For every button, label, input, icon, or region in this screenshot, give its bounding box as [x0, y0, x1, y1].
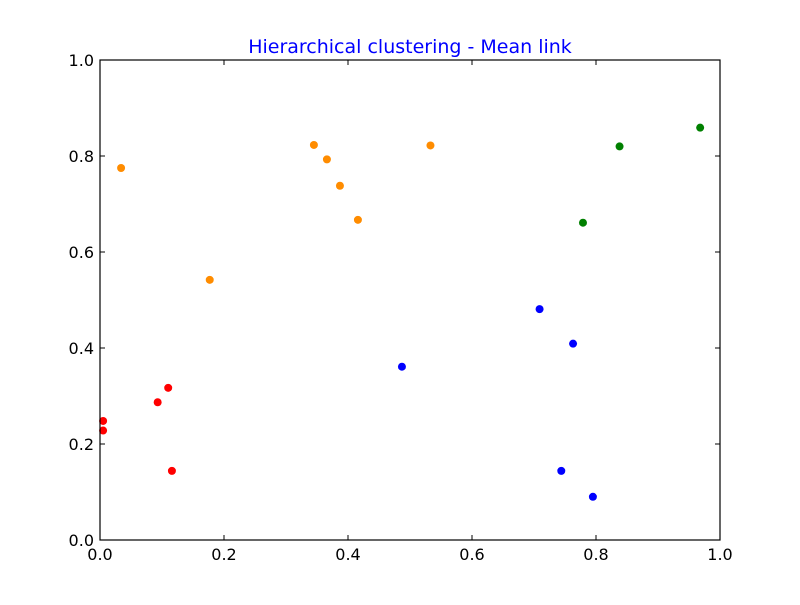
scatter-point [578, 218, 587, 227]
scatter-point [426, 141, 435, 150]
scatter-point [557, 466, 566, 475]
scatter-point [615, 142, 624, 151]
y-tick-label: 1.0 [69, 51, 94, 70]
scatter-point [569, 339, 578, 348]
plot-area [100, 60, 720, 540]
plot-frame [99, 59, 721, 541]
x-tick-label: 0.8 [583, 545, 608, 564]
x-tick-label: 0.2 [211, 545, 236, 564]
scatter-point [696, 123, 705, 132]
y-tick-label: 0.0 [69, 531, 94, 550]
scatter-point [309, 140, 318, 149]
scatter-point [322, 155, 331, 164]
scatter-point [164, 383, 173, 392]
y-tick-label: 0.2 [69, 435, 94, 454]
y-tick-label: 0.4 [69, 339, 94, 358]
y-tick-label: 0.6 [69, 243, 94, 262]
scatter-point [335, 181, 344, 190]
scatter-point [397, 362, 406, 371]
scatter-point [353, 215, 362, 224]
scatter-point [535, 305, 544, 314]
x-tick-label: 0.6 [459, 545, 484, 564]
y-tick-label: 0.8 [69, 147, 94, 166]
x-tick-label: 0.0 [87, 545, 112, 564]
scatter-point [153, 398, 162, 407]
x-tick-label: 0.4 [335, 545, 360, 564]
scatter-point [117, 164, 126, 172]
scatter-point [99, 426, 108, 435]
chart-title: Hierarchical clustering - Mean link [248, 36, 572, 58]
scatter-point [205, 275, 214, 284]
x-tick-label: 1.0 [707, 545, 732, 564]
points-layer [99, 123, 705, 501]
scatter-point [167, 466, 176, 475]
scatter-point [99, 416, 108, 425]
scatter-point [588, 492, 597, 501]
